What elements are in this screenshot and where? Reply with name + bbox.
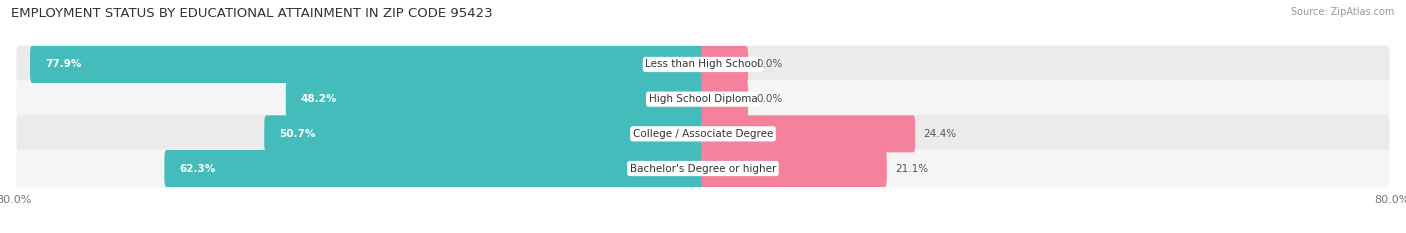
FancyBboxPatch shape: [17, 46, 1389, 83]
FancyBboxPatch shape: [702, 46, 748, 83]
Text: 0.0%: 0.0%: [756, 59, 783, 69]
FancyBboxPatch shape: [30, 46, 704, 83]
FancyBboxPatch shape: [17, 115, 1389, 153]
FancyBboxPatch shape: [17, 80, 1389, 118]
Text: 62.3%: 62.3%: [180, 164, 215, 174]
Text: EMPLOYMENT STATUS BY EDUCATIONAL ATTAINMENT IN ZIP CODE 95423: EMPLOYMENT STATUS BY EDUCATIONAL ATTAINM…: [11, 7, 494, 20]
Text: 48.2%: 48.2%: [301, 94, 337, 104]
FancyBboxPatch shape: [165, 150, 704, 187]
Text: College / Associate Degree: College / Associate Degree: [633, 129, 773, 139]
Text: Source: ZipAtlas.com: Source: ZipAtlas.com: [1291, 7, 1395, 17]
Text: 0.0%: 0.0%: [756, 94, 783, 104]
Text: High School Diploma: High School Diploma: [648, 94, 758, 104]
Text: Bachelor's Degree or higher: Bachelor's Degree or higher: [630, 164, 776, 174]
FancyBboxPatch shape: [702, 115, 915, 152]
Text: Less than High School: Less than High School: [645, 59, 761, 69]
Text: 77.9%: 77.9%: [45, 59, 82, 69]
FancyBboxPatch shape: [702, 81, 748, 118]
Text: 50.7%: 50.7%: [280, 129, 316, 139]
FancyBboxPatch shape: [264, 115, 704, 152]
FancyBboxPatch shape: [285, 81, 704, 118]
Text: 21.1%: 21.1%: [896, 164, 928, 174]
FancyBboxPatch shape: [702, 150, 887, 187]
Text: 24.4%: 24.4%: [924, 129, 956, 139]
FancyBboxPatch shape: [17, 150, 1389, 187]
